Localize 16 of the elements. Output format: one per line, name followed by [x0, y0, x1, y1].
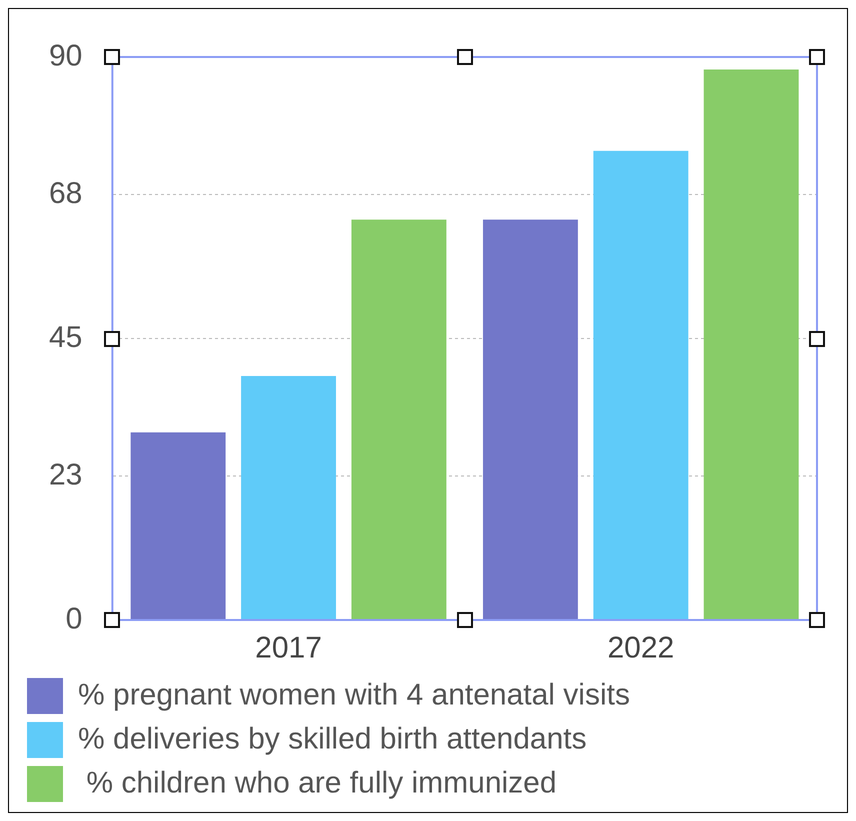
legend-label: % deliveries by skilled birth attendants [78, 722, 587, 756]
bar [130, 432, 226, 620]
bar [482, 220, 578, 620]
bar [593, 150, 688, 620]
y-tick-label: 45 [48, 320, 82, 354]
bar [351, 220, 446, 620]
legend-label: % pregnant women with 4 antenatal visits [78, 678, 630, 712]
x-tick-label: 2017 [255, 631, 322, 664]
x-tick-label: 2022 [607, 631, 674, 664]
y-tick-label: 23 [48, 458, 82, 492]
bar [704, 70, 799, 620]
y-tick-label: 0 [66, 602, 82, 636]
y-tick-label: 68 [48, 176, 82, 210]
bar [241, 376, 336, 620]
legend-label: % children who are fully immunized [78, 766, 557, 800]
y-tick-label: 90 [48, 39, 82, 72]
